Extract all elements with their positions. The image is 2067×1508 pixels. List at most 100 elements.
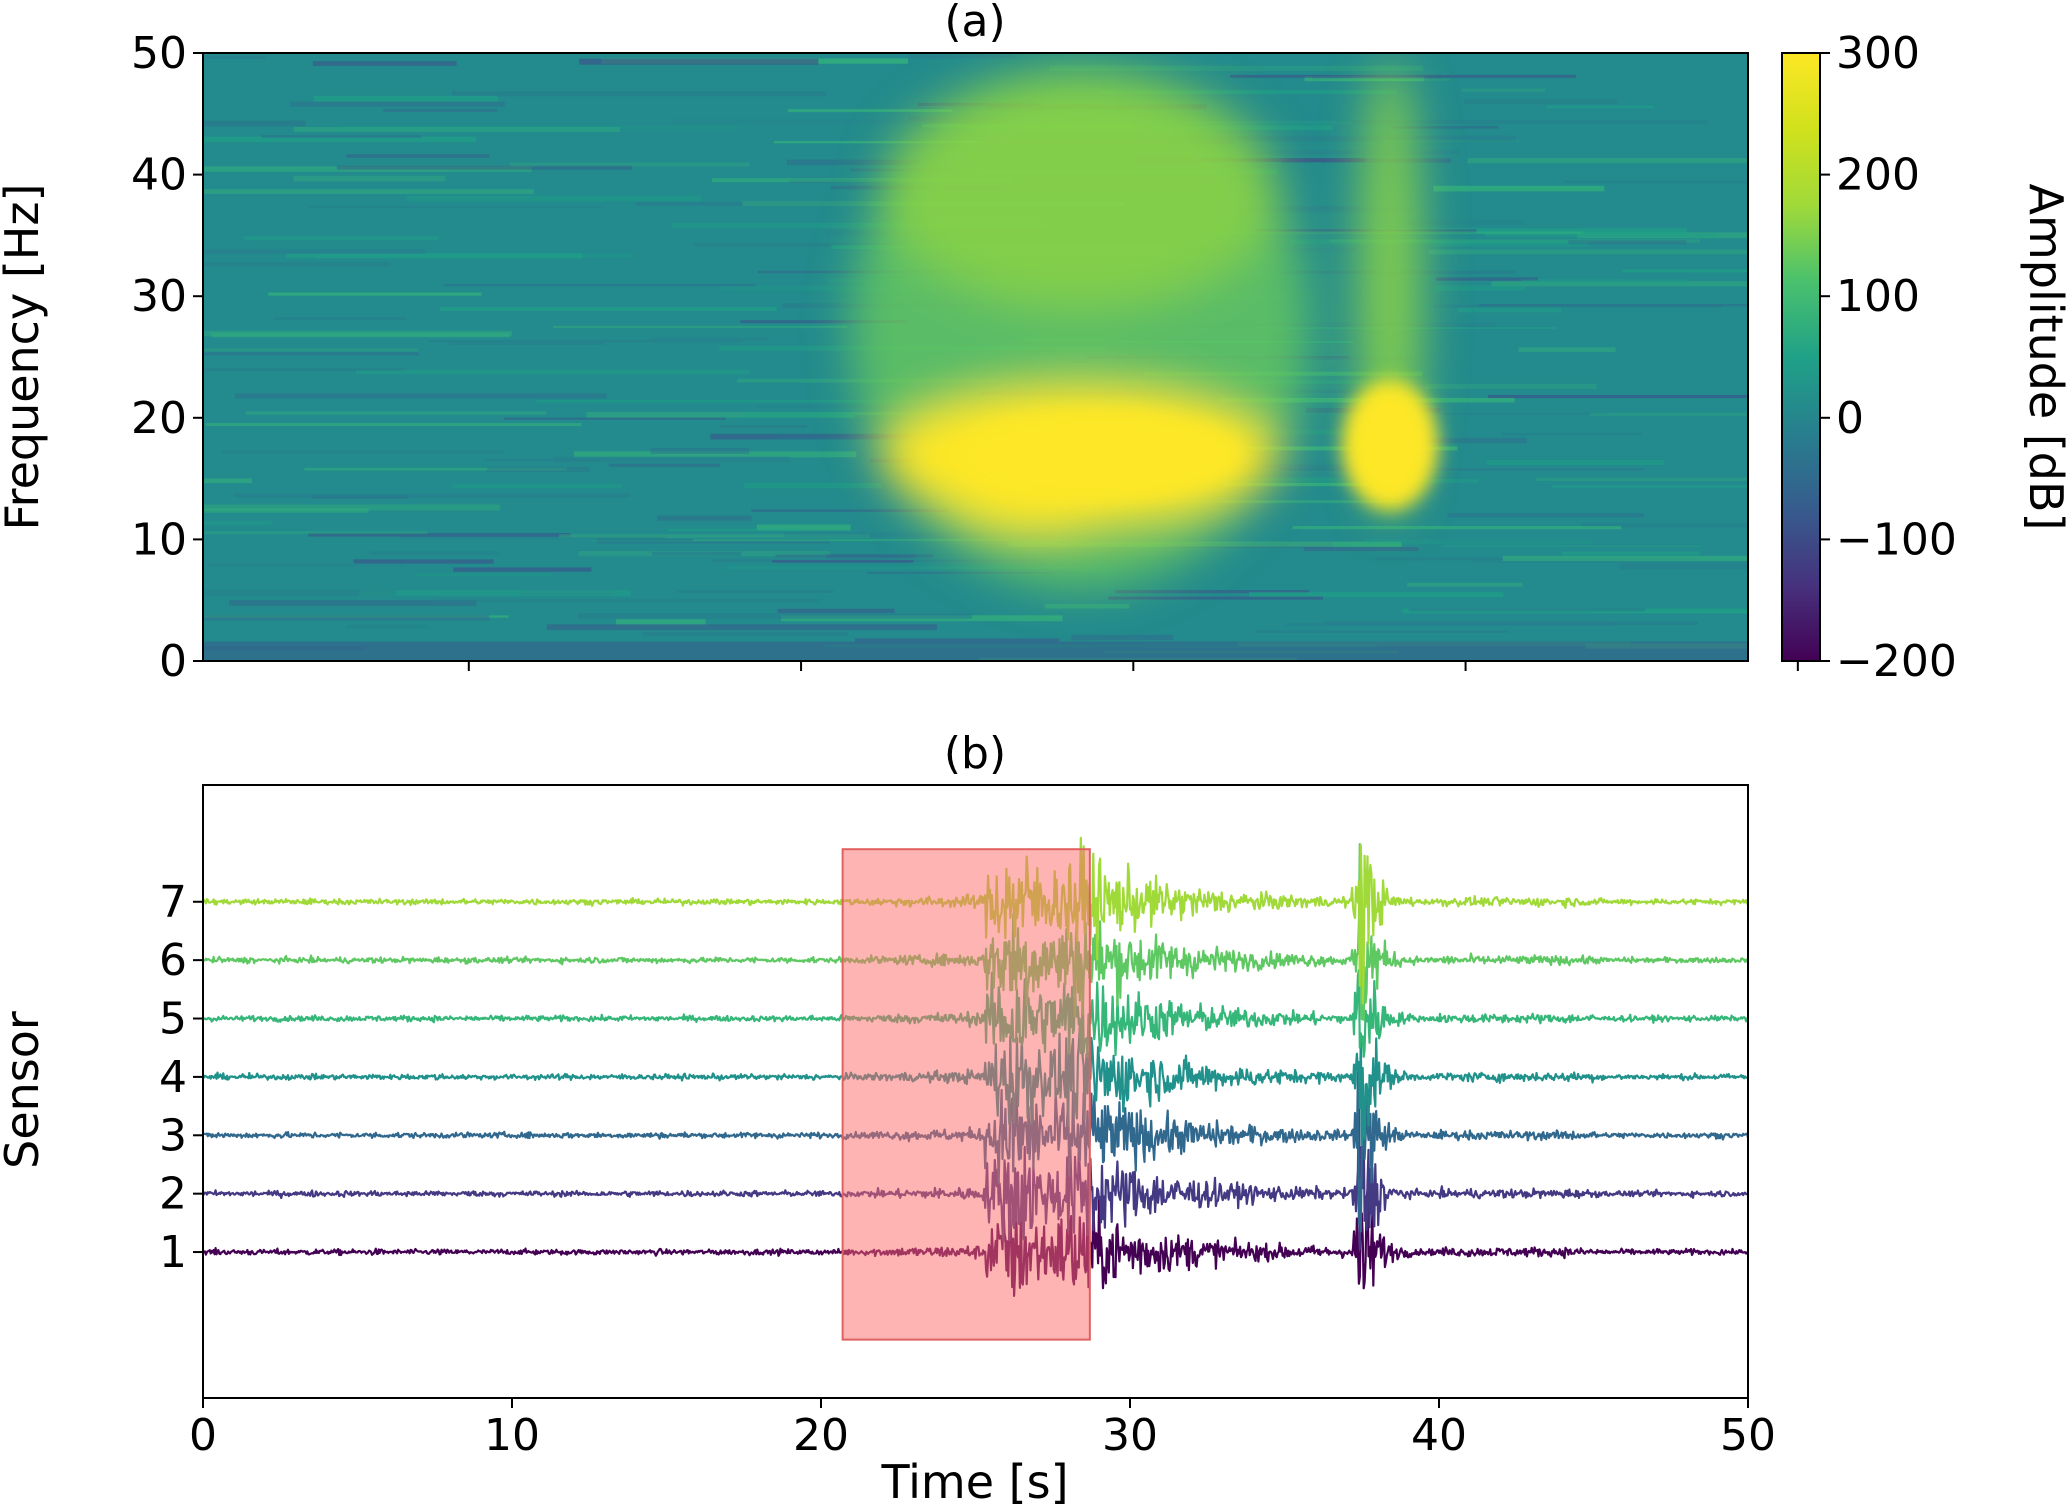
- spectrogram-y-tick-label: 40: [131, 150, 187, 201]
- spectrogram-streak: [1622, 269, 1748, 273]
- traces-x-tick-label: 10: [484, 1410, 540, 1461]
- spectrogram-streak: [1479, 304, 1748, 307]
- spectrogram-streak: [203, 478, 253, 484]
- spectrogram-streak: [1502, 433, 1642, 436]
- spectrogram-streak: [353, 559, 494, 564]
- spectrogram-streak: [211, 332, 510, 338]
- spectrogram-streak: [1392, 125, 1499, 129]
- spectrogram-streak: [336, 165, 633, 170]
- spectrogram-streak: [439, 307, 777, 311]
- spectrogram-streak: [285, 253, 583, 259]
- spectrogram-streak: [203, 615, 490, 621]
- spectrogram-streak: [719, 425, 807, 428]
- colorbar-tick-label: 300: [1836, 28, 1920, 79]
- traces-x-tick-label: 50: [1720, 1410, 1776, 1461]
- colorbar-tick-label: 0: [1836, 393, 1864, 444]
- spectrogram-streak: [855, 638, 1060, 643]
- spectrogram-streak: [559, 534, 870, 538]
- spectrogram-streak: [642, 631, 849, 637]
- spectrogram-streak: [1279, 468, 1645, 471]
- traces-frame: [202, 784, 1749, 1399]
- spectrogram-streak: [597, 539, 830, 544]
- spectrogram-streak: [203, 352, 420, 356]
- spectrogram-streak: [503, 417, 726, 420]
- spectrogram-streak: [1485, 233, 1718, 237]
- spectrogram-streak: [293, 127, 621, 132]
- spectrogram-streak: [710, 433, 928, 440]
- spectrogram-streak: [234, 493, 630, 498]
- spectrogram-streak: [1406, 582, 1523, 587]
- spectrogram-streak: [635, 201, 869, 206]
- spectrogram-streak: [1434, 285, 1526, 292]
- spectrogram-streak: [1408, 608, 1646, 612]
- spectrogram-streak: [274, 317, 407, 320]
- spectrogram-streak: [203, 120, 306, 127]
- spectrogram-streak: [205, 423, 582, 427]
- spectrogram-streak: [546, 624, 938, 631]
- traces-x-tick-label: 30: [1102, 1410, 1158, 1461]
- spectrogram-streak: [1234, 207, 1412, 213]
- spectrogram-streak: [671, 119, 1041, 124]
- spectrogram-streak: [579, 58, 819, 65]
- traces-y-tick-label: 2: [159, 1169, 187, 1220]
- spectrogram-streak: [677, 590, 834, 593]
- spectrogram-streak: [453, 567, 592, 572]
- spectrogram-streak: [203, 136, 477, 143]
- spectrogram-streak: [743, 482, 882, 489]
- spectrogram-streak: [1518, 347, 1616, 353]
- spectrogram-streak: [1433, 304, 1723, 308]
- spectrogram-streak: [553, 325, 848, 329]
- spectrogram-streak: [1435, 277, 1539, 281]
- spectrogram-streak: [650, 448, 750, 454]
- spectrogram-streak: [245, 411, 547, 415]
- spectrogram-streak: [616, 619, 706, 625]
- spectrogram-streak: [203, 189, 534, 194]
- spectrogram-streak: [652, 551, 742, 556]
- spectrogram-streak: [261, 135, 422, 138]
- spectrogram-streak: [434, 598, 821, 603]
- spectrogram-streak: [1433, 241, 1589, 247]
- colorbar-tick-label: 100: [1836, 271, 1920, 322]
- spectrogram-streak: [693, 242, 910, 247]
- spectrogram-streak: [358, 590, 631, 596]
- traces-panel: (b) 1 2 3 4 5 6 7 0 10 20 30 40 50 Sensor Time [s]: [0, 728, 1776, 1508]
- traces-y-tick-label: 6: [159, 935, 187, 986]
- spectrogram-streak: [346, 624, 429, 629]
- spectrogram-streak: [1248, 592, 1504, 598]
- colorbar-tick-label: −200: [1836, 636, 1957, 687]
- spectrogram-streak: [416, 573, 553, 576]
- energy-hotspot-late: [1342, 380, 1438, 510]
- spectrogram-streak: [1290, 239, 1570, 245]
- spectrogram-streak: [773, 141, 1004, 144]
- spectrogram-streak: [290, 101, 505, 107]
- traces-y-tick-label: 4: [159, 1052, 187, 1103]
- spectrogram-streak: [1071, 634, 1174, 641]
- spectrogram-streak: [1581, 523, 1748, 528]
- spectrogram-streak: [1335, 120, 1709, 124]
- spectrogram-streak: [907, 54, 1015, 59]
- spectrogram-streak: [1044, 604, 1130, 609]
- spectrogram-streak: [1463, 98, 1618, 105]
- colorbar: 300 200 100 0 −100 −200 Amplitude [dB]: [1781, 28, 2067, 687]
- spectrogram-streak: [1292, 526, 1622, 530]
- spectrogram-streak: [1285, 622, 1616, 626]
- spectrogram-streak: [649, 337, 770, 341]
- spectrogram-streak: [1399, 437, 1527, 444]
- spectrogram-streak: [772, 560, 914, 563]
- spectrogram-streak: [1230, 74, 1577, 78]
- spectrogram-streak: [1328, 239, 1701, 243]
- spectrogram-y-tick-label: 50: [131, 28, 187, 79]
- spectrogram-streak: [315, 253, 634, 259]
- spectrogram-streak: [1486, 459, 1665, 466]
- spectrogram-streak: [1536, 477, 1748, 481]
- spectrogram-streak: [407, 195, 702, 202]
- spectrogram-streak: [1373, 228, 1687, 234]
- spectrogram-streak: [312, 61, 457, 66]
- spectrogram-streak: [293, 175, 446, 182]
- spectrogram-streak: [1049, 65, 1424, 71]
- spectrogram-streak: [744, 412, 854, 418]
- spectrogram-streak: [383, 108, 498, 113]
- spectrogram-streak: [369, 551, 501, 555]
- spectrogram-streak: [777, 608, 895, 613]
- spectrogram-streak: [203, 589, 397, 596]
